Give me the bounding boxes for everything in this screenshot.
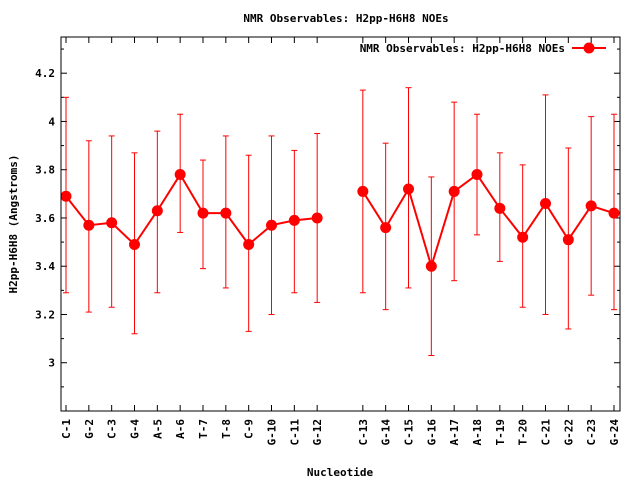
x-tick-label: G-24 bbox=[608, 419, 621, 446]
data-point bbox=[288, 214, 300, 226]
x-tick-label: C-11 bbox=[288, 419, 301, 446]
y-tick-label: 3.6 bbox=[35, 212, 55, 225]
x-tick-label: C-1 bbox=[60, 419, 73, 439]
y-tick-label: 3.2 bbox=[35, 308, 55, 321]
x-tick-label: G-14 bbox=[380, 419, 393, 446]
x-tick-label: A-5 bbox=[151, 419, 164, 439]
y-axis-label: H2pp-H6H8 (Angstroms) bbox=[7, 154, 20, 293]
x-tick-label: G-12 bbox=[311, 419, 324, 446]
x-tick-label: A-6 bbox=[174, 419, 187, 439]
data-point bbox=[266, 219, 277, 231]
x-tick-label: T-19 bbox=[494, 419, 507, 446]
plot-frame bbox=[60, 36, 621, 412]
data-point bbox=[106, 217, 118, 229]
x-tick-label: T-8 bbox=[220, 419, 233, 439]
data-point bbox=[380, 222, 392, 234]
x-tick-label: T-7 bbox=[197, 419, 210, 439]
legend-label: NMR Observables: H2pp-H6H8 NOEs bbox=[360, 42, 565, 55]
data-point bbox=[540, 197, 551, 209]
data-point bbox=[197, 207, 209, 219]
y-tick-label: 3 bbox=[48, 357, 55, 370]
data-point bbox=[357, 185, 369, 197]
data-point bbox=[174, 169, 186, 181]
x-tick-label: C-15 bbox=[403, 419, 416, 446]
data-point bbox=[83, 219, 95, 231]
data-point bbox=[517, 231, 529, 243]
x-axis-label: Nucleotide bbox=[307, 466, 374, 479]
legend-marker bbox=[583, 42, 595, 54]
x-tick-label: A-18 bbox=[471, 419, 484, 446]
data-point bbox=[494, 202, 506, 214]
data-point bbox=[562, 234, 574, 246]
x-tick-label: C-9 bbox=[243, 419, 256, 439]
x-tick-label: G-2 bbox=[83, 419, 96, 439]
x-tick-label: C-23 bbox=[585, 419, 598, 446]
x-tick-label: G-4 bbox=[129, 419, 142, 439]
y-tick-label: 4 bbox=[48, 115, 55, 128]
data-layer bbox=[60, 87, 620, 357]
data-point bbox=[129, 239, 140, 251]
x-tick-label: G-16 bbox=[425, 419, 438, 446]
chart-title: NMR Observables: H2pp-H6H8 NOEs bbox=[243, 12, 448, 25]
x-tick-label: C-13 bbox=[357, 419, 370, 446]
x-tick-label: T-20 bbox=[517, 419, 530, 446]
data-point bbox=[608, 207, 620, 219]
x-tick-label: G-10 bbox=[266, 419, 279, 446]
data-point bbox=[311, 212, 323, 224]
y-tick-label: 4.2 bbox=[35, 67, 55, 80]
data-point bbox=[425, 260, 437, 272]
data-point bbox=[585, 200, 597, 212]
x-tick-label: G-22 bbox=[562, 419, 575, 446]
ticks-layer: 3 3.2 3.4 3.6 3.8 4 4.2 C-1 G-2 C-3 G-4 A-5 A-6 T-7 T-… bbox=[35, 37, 621, 446]
data-point bbox=[243, 239, 255, 251]
data-point bbox=[471, 169, 483, 181]
series-line bbox=[361, 173, 615, 270]
legend: NMR Observables: H2pp-H6H8 NOEs bbox=[360, 42, 606, 55]
data-point bbox=[220, 207, 232, 219]
data-point bbox=[403, 183, 414, 195]
data-point bbox=[60, 190, 72, 202]
x-tick-label: C-3 bbox=[106, 419, 119, 439]
y-tick-label: 3.8 bbox=[35, 164, 55, 177]
data-point bbox=[151, 205, 163, 217]
series-line bbox=[65, 172, 318, 247]
x-tick-label: C-21 bbox=[540, 419, 553, 446]
data-point bbox=[448, 185, 460, 197]
x-tick-label: A-17 bbox=[448, 419, 461, 446]
y-tick-label: 3.4 bbox=[35, 260, 55, 273]
